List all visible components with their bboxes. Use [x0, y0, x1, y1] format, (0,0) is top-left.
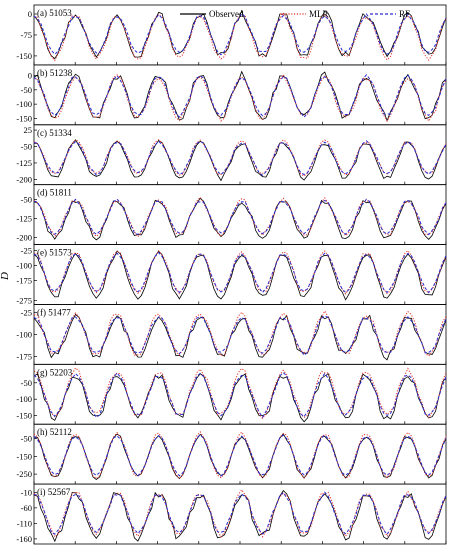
panel-label: (h) 52112 [37, 427, 72, 437]
series-line-rf [33, 372, 447, 419]
legend-label-mlr: MLR [309, 9, 329, 19]
panel-label: (d) 51811 [37, 188, 72, 198]
panel-frame [33, 363, 447, 425]
y-tick-label: -50 [21, 85, 32, 95]
panel-label: (i) 52567 [37, 487, 71, 497]
y-tick-label: -125 [16, 213, 32, 223]
legend-label-observed: Observed [209, 9, 244, 19]
series-line-observed [33, 250, 447, 301]
series-line-observed [33, 313, 447, 361]
panels-group: 0 -75 -150 (a) 51053 0 -50 -100 -150 (b) 51238 25… [16, 4, 447, 545]
panel-frame [33, 483, 447, 545]
y-tick-label: -100 [16, 99, 32, 109]
panel-label: (b) 51238 [37, 68, 73, 78]
series-line-rf [33, 315, 447, 357]
y-axis-label: D [0, 272, 11, 281]
y-tick-label: -100 [16, 261, 32, 271]
y-tick-label: -150 [16, 113, 32, 123]
y-tick-label: -150 [16, 451, 32, 461]
y-tick-label: -110 [17, 518, 32, 528]
series-line-mlr [33, 73, 447, 123]
y-tick-label: -275 [16, 295, 32, 305]
y-tick-label: -50 [21, 142, 32, 152]
legend-label-rf: RF [399, 9, 410, 19]
y-tick-label: -50 [21, 434, 32, 444]
series-line-rf [33, 434, 447, 477]
series-line-rf [33, 74, 447, 119]
y-tick-label: -25 [21, 246, 32, 256]
series-line-mlr [33, 367, 447, 420]
y-tick-label: -100 [16, 329, 32, 339]
series-line-observed [33, 373, 447, 423]
y-tick-label: -250 [16, 469, 32, 479]
y-tick-label: -75 [21, 30, 32, 40]
y-tick-label: -175 [16, 275, 32, 285]
y-tick-label: -100 [16, 394, 32, 404]
panel-frame [33, 423, 447, 485]
series-line-mlr [33, 196, 447, 238]
series-line-rf [33, 251, 447, 294]
panel-frame [33, 244, 447, 305]
y-tick-label: -25 [21, 307, 32, 317]
y-tick-label: 25 [24, 125, 33, 135]
series-line-rf [33, 140, 447, 176]
y-tick-label: -160 [16, 534, 32, 544]
panel-label: (c) 51334 [37, 128, 72, 138]
y-tick-label: 0 [28, 70, 32, 80]
series-line-rf [33, 491, 447, 536]
y-tick-label: -60 [21, 503, 32, 513]
y-tick-label: -200 [16, 232, 32, 242]
series-line-observed [33, 197, 447, 241]
panel-label: (e) 51573 [37, 248, 72, 258]
y-tick-label: -175 [16, 351, 32, 361]
y-tick-label: 0 [28, 9, 32, 19]
y-tick-label: -150 [16, 411, 32, 421]
y-tick-label: -150 [16, 51, 32, 61]
panel-label: (g) 52203 [37, 367, 73, 377]
series-line-rf [33, 13, 447, 56]
y-tick-label: -125 [16, 158, 32, 168]
series-line-observed [33, 489, 447, 543]
series-line-mlr [33, 309, 447, 357]
legend: Observed MLR RF [180, 9, 410, 19]
y-tick-label: -50 [21, 194, 32, 204]
panel-label: (f) 51477 [37, 307, 71, 317]
y-tick-label: -10 [21, 487, 32, 497]
panel-frame [33, 124, 447, 186]
series-line-observed [33, 139, 447, 182]
y-tick-label: -50 [21, 378, 32, 388]
y-tick-label: -200 [16, 174, 32, 184]
panel-label: (a) 51053 [37, 8, 72, 18]
series-line-mlr [33, 488, 447, 538]
series-line-mlr [33, 11, 447, 62]
series-line-mlr [33, 431, 447, 480]
